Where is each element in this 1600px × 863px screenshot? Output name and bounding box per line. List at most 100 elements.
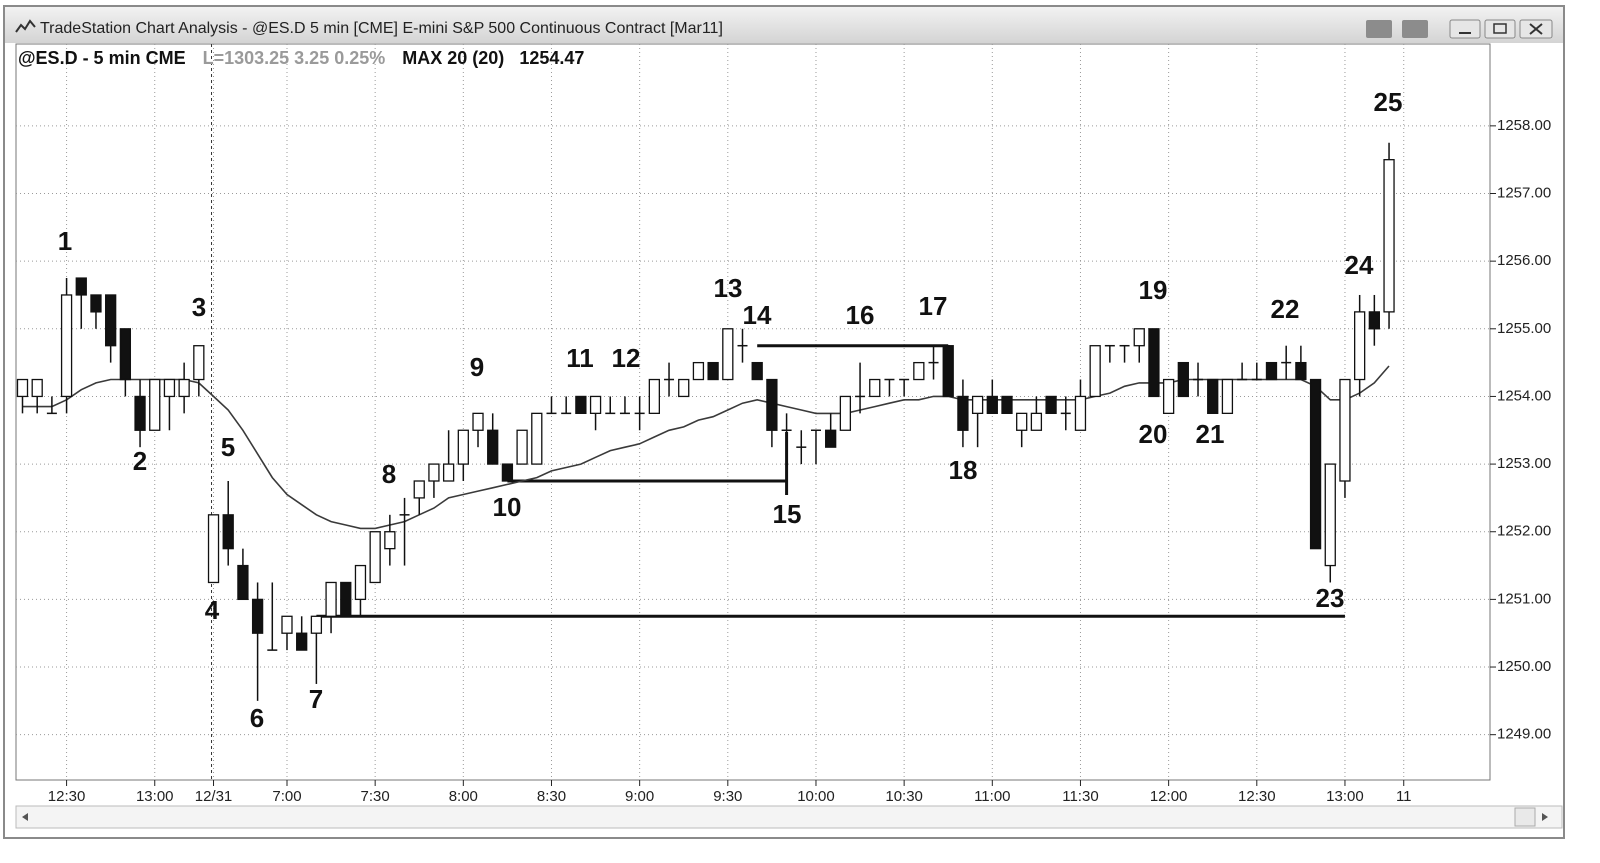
candle-body	[825, 429, 837, 448]
candle-body	[957, 395, 969, 431]
x-tick-label: 8:30	[537, 788, 566, 805]
scrollbar[interactable]	[15, 805, 1563, 829]
candle-body	[648, 378, 660, 415]
candle-body	[281, 615, 293, 634]
tool-button[interactable]	[1402, 20, 1428, 38]
scroll-left[interactable]	[22, 813, 28, 821]
x-tick-label: 9:00	[625, 788, 654, 805]
candle-body	[722, 328, 734, 381]
candle-body	[1133, 328, 1145, 347]
y-tick-label: 1253.00	[1497, 455, 1551, 472]
candle-body	[1001, 395, 1013, 415]
maximize-button[interactable]	[1484, 19, 1516, 39]
candle-body	[766, 378, 778, 431]
candle-body	[60, 294, 73, 398]
moving-average	[22, 365, 1390, 530]
indicator-value: 1254.47	[519, 48, 584, 68]
candle-body	[193, 345, 205, 381]
candle-body	[163, 378, 176, 398]
candle-body	[1045, 395, 1057, 415]
candle-body	[1148, 328, 1160, 398]
y-tick-label: 1249.00	[1497, 726, 1551, 743]
candle-body	[942, 345, 954, 398]
annotation: 15	[773, 499, 802, 529]
candle-body	[1162, 378, 1175, 415]
y-tick-label: 1255.00	[1497, 320, 1551, 337]
candle-body	[340, 581, 352, 617]
candle-body	[869, 378, 881, 398]
candle-body	[678, 378, 690, 398]
y-tick-label: 1250.00	[1497, 658, 1551, 675]
annotation: 17	[919, 291, 948, 321]
candle-body	[1265, 361, 1278, 381]
annotation: 6	[250, 703, 264, 733]
candle-body	[207, 514, 220, 584]
candle-body	[1089, 345, 1101, 398]
candle-body	[1354, 311, 1366, 381]
annotation: 10	[493, 492, 522, 522]
x-tick-label: 12:30	[48, 788, 86, 805]
candle-body	[90, 294, 102, 313]
candle-body	[149, 378, 161, 431]
candle-body	[442, 463, 455, 482]
candle-body	[413, 480, 425, 499]
annotation: 11	[566, 343, 594, 373]
annotation: 20	[1139, 419, 1168, 449]
annotation: 25	[1374, 87, 1403, 117]
indicator-name: MAX 20 (20)	[402, 48, 504, 68]
annotation: 9	[470, 352, 484, 382]
candle-body	[310, 615, 323, 634]
candle-body	[575, 395, 587, 415]
x-tick-label: 11:00	[974, 788, 1010, 805]
window-title: TradeStation Chart Analysis - @ES.D 5 mi…	[40, 20, 723, 37]
annotation: 16	[846, 300, 875, 330]
scrollbar-track[interactable]	[15, 805, 1563, 829]
app-icon	[15, 19, 36, 33]
close-icon	[1529, 23, 1543, 35]
annotation: 24	[1345, 250, 1374, 280]
annotation: 5	[221, 432, 235, 462]
candle-body	[472, 412, 484, 431]
symbol: @ES.D - 5 min CME	[18, 48, 186, 68]
minimize-button[interactable]	[1449, 19, 1481, 39]
candle-body	[913, 361, 925, 381]
annotation: 3	[192, 292, 206, 322]
annotation: 4	[205, 595, 220, 625]
y-tick-label: 1257.00	[1497, 184, 1551, 201]
annotation: 1	[58, 226, 72, 256]
candle-body	[501, 463, 514, 482]
x-tick-label: 12:30	[1238, 788, 1276, 805]
candle-body	[1309, 378, 1322, 550]
x-tick-label: 13:00	[136, 788, 174, 805]
candle-body	[692, 361, 705, 381]
x-tick-label: 11	[1396, 788, 1412, 805]
candle-body	[487, 429, 499, 465]
candle-body	[457, 429, 469, 465]
candle-body	[971, 395, 984, 415]
x-tick-label: 9:30	[713, 788, 742, 805]
annotation: 21	[1196, 419, 1225, 449]
y-tick-label: 1251.00	[1497, 590, 1551, 607]
candle-body	[707, 361, 719, 381]
quote: L=1303.25 3.25 0.25%	[203, 48, 386, 68]
candle-body	[1339, 378, 1351, 482]
candle-body	[369, 531, 381, 584]
candle-body	[325, 581, 337, 617]
candle-body	[251, 598, 264, 634]
candle-body	[1221, 378, 1234, 415]
tool-button[interactable]	[1366, 20, 1392, 38]
annotation: 12	[612, 343, 641, 373]
scroll-right[interactable]	[1542, 813, 1548, 821]
candle-body	[384, 531, 396, 550]
candle-body	[222, 514, 234, 550]
annotation: 7	[309, 684, 323, 714]
candle-body	[75, 277, 87, 296]
scroll-thumb[interactable]	[1514, 807, 1536, 827]
candle-body	[1177, 361, 1189, 398]
candle-body	[589, 395, 602, 415]
toolbar-buttons[interactable]	[1366, 19, 1553, 39]
candle-body	[31, 378, 43, 398]
